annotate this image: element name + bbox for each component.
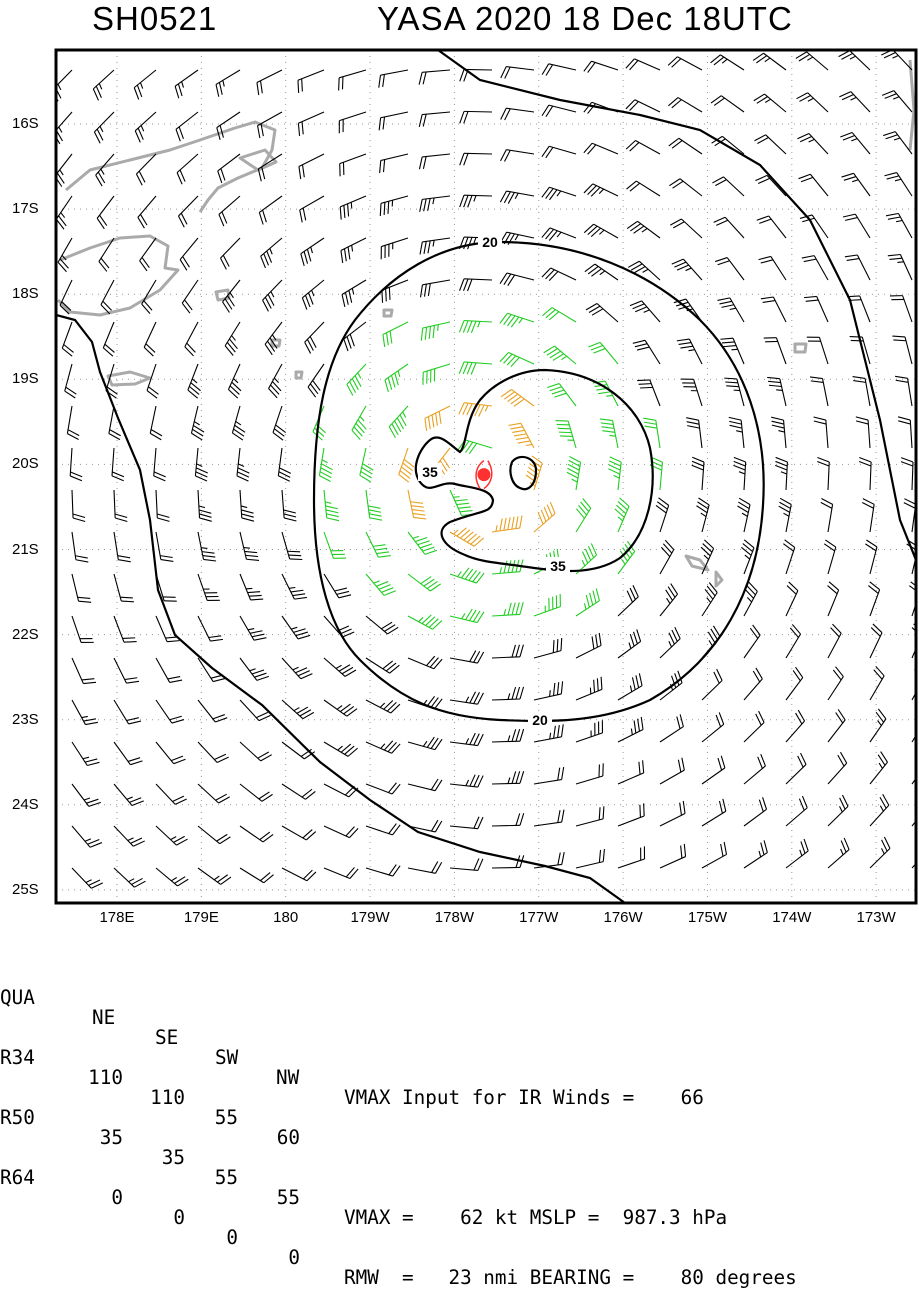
- lon-label: 179E: [171, 909, 231, 926]
- lat-label: 16S: [12, 115, 50, 132]
- table-row-r64: R64 0 0 0 0 RMW = 23 nmi BEARING = 80 de…: [0, 1148, 919, 1168]
- r64-ne: 0: [75, 1188, 123, 1208]
- lat-label: 17S: [12, 200, 50, 217]
- table-header-qua: QUA: [0, 988, 35, 1008]
- table-header-ne: NE: [92, 1008, 115, 1028]
- table-header-sw: SW: [215, 1048, 238, 1068]
- contour-label: 20: [482, 234, 498, 250]
- r34-ne: 110: [75, 1068, 123, 1088]
- lat-label: 25S: [12, 881, 50, 898]
- row-label: R34: [0, 1048, 35, 1068]
- lat-label: 19S: [12, 370, 50, 387]
- r34-nw: 60: [252, 1128, 300, 1148]
- lat-label: 24S: [12, 796, 50, 813]
- r50-ne: 35: [75, 1128, 123, 1148]
- lon-label: 173W: [846, 909, 906, 926]
- r64-sw: 0: [190, 1228, 238, 1248]
- lat-label: 18S: [12, 285, 50, 302]
- lon-label: 175W: [677, 909, 737, 926]
- r50-nw: 55: [252, 1188, 300, 1208]
- table-row-r34: R34 110 110 55 60: [0, 1028, 919, 1048]
- contour-label: 20: [532, 712, 548, 728]
- lon-label: 174W: [762, 909, 822, 926]
- r50-sw: 55: [190, 1168, 238, 1188]
- contour-label: 35: [422, 464, 438, 480]
- wind-field-map: 20 20 35 35: [0, 0, 919, 905]
- lon-label: 177W: [509, 909, 569, 926]
- row-label: R50: [0, 1108, 35, 1128]
- r64-se: 0: [137, 1208, 185, 1228]
- lat-label: 21S: [12, 541, 50, 558]
- lat-label: 23S: [12, 711, 50, 728]
- r64-nw: 0: [252, 1248, 300, 1268]
- rmw-bearing-line: RMW = 23 nmi BEARING = 80 degrees: [344, 1268, 797, 1288]
- vmax-mslp-line: VMAX = 62 kt MSLP = 987.3 hPa: [344, 1208, 727, 1228]
- table-row-header: QUA NE SE SW NW VMAX Input for IR Winds …: [0, 968, 919, 988]
- lat-label: 20S: [12, 455, 50, 472]
- r34-sw: 55: [190, 1108, 238, 1128]
- center-marker: [477, 468, 490, 481]
- table-row-r50: R50 35 35 55 55 VMAX = 62 kt MSLP = 987.…: [0, 1088, 919, 1108]
- lon-label: 178W: [424, 909, 484, 926]
- table-header-nw: NW: [276, 1068, 299, 1088]
- lon-label: 178E: [87, 909, 147, 926]
- lon-label: 180: [256, 909, 316, 926]
- radii-table: QUA NE SE SW NW VMAX Input for IR Winds …: [0, 928, 919, 1188]
- lon-label: 176W: [593, 909, 653, 926]
- lat-label: 22S: [12, 626, 50, 643]
- row-label: R64: [0, 1168, 35, 1188]
- lon-label: 179W: [340, 909, 400, 926]
- contour-label: 35: [550, 558, 566, 574]
